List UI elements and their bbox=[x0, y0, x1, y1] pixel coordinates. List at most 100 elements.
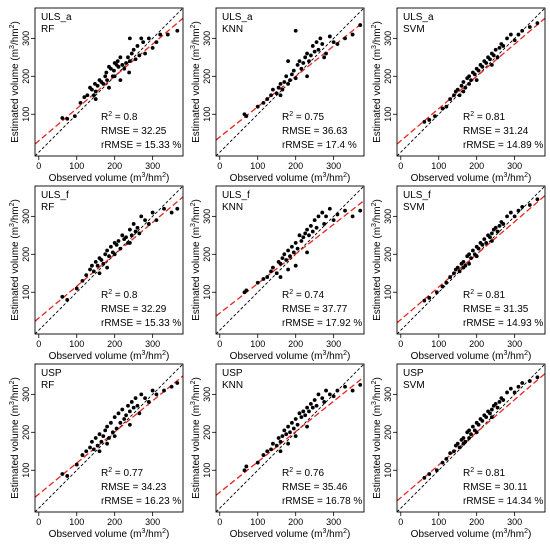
y-tick-label: 300 bbox=[202, 31, 212, 46]
data-point bbox=[461, 259, 466, 264]
data-point bbox=[127, 59, 132, 64]
data-point bbox=[169, 210, 174, 215]
regression-line bbox=[397, 17, 545, 145]
data-point bbox=[282, 80, 287, 84]
data-point bbox=[93, 81, 97, 86]
data-point bbox=[122, 66, 127, 71]
data-point bbox=[107, 254, 111, 259]
y-tick-label: 100 bbox=[383, 107, 393, 122]
data-point bbox=[535, 197, 540, 202]
data-point bbox=[276, 85, 281, 90]
data-point bbox=[265, 275, 270, 279]
x-tick-label: 100 bbox=[69, 339, 84, 349]
data-point bbox=[303, 231, 308, 236]
data-point bbox=[93, 436, 98, 440]
plot-frame bbox=[215, 185, 365, 335]
data-point bbox=[269, 447, 273, 452]
data-point bbox=[495, 55, 500, 60]
model-label: SVM bbox=[403, 202, 425, 213]
y-axis-label: Estimated volume (m3​/hm2​) bbox=[9, 21, 21, 143]
data-point bbox=[112, 434, 117, 439]
data-point bbox=[461, 436, 466, 440]
x-axis-label: Observed volume (m3​/hm2​) bbox=[411, 528, 532, 539]
data-point bbox=[493, 401, 498, 406]
x-tick-label: 200 bbox=[288, 161, 303, 171]
data-point bbox=[480, 64, 485, 69]
data-point bbox=[175, 28, 180, 33]
data-point bbox=[129, 233, 134, 238]
data-point bbox=[255, 104, 260, 109]
data-point bbox=[127, 70, 132, 75]
data-point bbox=[88, 445, 92, 450]
data-point bbox=[472, 72, 477, 77]
regression-line bbox=[35, 17, 183, 145]
data-point bbox=[112, 252, 117, 257]
data-point bbox=[107, 85, 111, 90]
data-point bbox=[60, 116, 65, 120]
data-point bbox=[146, 222, 151, 226]
data-point bbox=[495, 229, 500, 234]
data-point bbox=[137, 231, 142, 236]
data-point bbox=[118, 246, 123, 251]
data-point bbox=[101, 434, 106, 439]
data-point bbox=[139, 36, 144, 41]
data-point bbox=[90, 263, 94, 268]
data-point bbox=[84, 449, 89, 454]
data-point bbox=[150, 45, 155, 50]
data-point bbox=[133, 396, 138, 401]
data-point bbox=[457, 445, 462, 450]
data-point bbox=[126, 55, 130, 60]
dataset-label: ULS_f bbox=[403, 190, 431, 201]
model-label: SVM bbox=[403, 380, 425, 391]
data-point bbox=[535, 21, 540, 26]
data-point bbox=[527, 25, 532, 29]
plot-frame bbox=[396, 363, 546, 513]
data-point bbox=[175, 206, 180, 211]
data-point bbox=[459, 83, 464, 88]
y-tick-label: 300 bbox=[383, 387, 393, 402]
y-tick-label: 200 bbox=[383, 69, 393, 84]
data-point bbox=[85, 93, 90, 98]
rrmse-label: rRMSE = 17.4 % bbox=[282, 140, 357, 151]
model-label: RF bbox=[41, 202, 54, 213]
data-point bbox=[331, 218, 336, 223]
data-point bbox=[324, 214, 328, 219]
data-point bbox=[310, 229, 315, 234]
data-point bbox=[474, 430, 479, 435]
data-point bbox=[278, 93, 283, 98]
model-label: KNN bbox=[222, 380, 243, 391]
data-point bbox=[112, 68, 116, 73]
y-tick-label: 200 bbox=[202, 69, 212, 84]
plot-frame bbox=[34, 185, 184, 335]
data-point bbox=[88, 267, 92, 272]
data-point bbox=[467, 252, 472, 257]
data-point bbox=[301, 409, 306, 414]
x-tick-label: 300 bbox=[145, 517, 160, 527]
plot-frame bbox=[396, 7, 546, 157]
data-point bbox=[444, 104, 449, 109]
data-point bbox=[124, 61, 128, 65]
model-label: KNN bbox=[222, 24, 243, 35]
x-tick-label: 300 bbox=[326, 339, 341, 349]
data-point bbox=[80, 278, 85, 283]
y-tick-label: 100 bbox=[202, 107, 212, 122]
data-point bbox=[175, 381, 180, 385]
y-tick-label: 100 bbox=[202, 463, 212, 478]
regression-line bbox=[35, 196, 183, 322]
data-point bbox=[427, 472, 432, 476]
data-point bbox=[141, 40, 146, 45]
x-tick-label: 300 bbox=[326, 517, 341, 527]
data-point bbox=[461, 441, 466, 446]
data-point bbox=[74, 286, 79, 291]
data-point bbox=[103, 252, 108, 257]
data-point bbox=[101, 261, 106, 266]
data-point bbox=[274, 91, 279, 96]
data-point bbox=[448, 451, 453, 456]
data-point bbox=[316, 392, 321, 397]
data-point bbox=[505, 390, 509, 395]
data-point bbox=[308, 401, 313, 406]
rrmse-label: rRMSE = 15.33 % bbox=[101, 140, 181, 151]
data-point bbox=[143, 396, 147, 401]
